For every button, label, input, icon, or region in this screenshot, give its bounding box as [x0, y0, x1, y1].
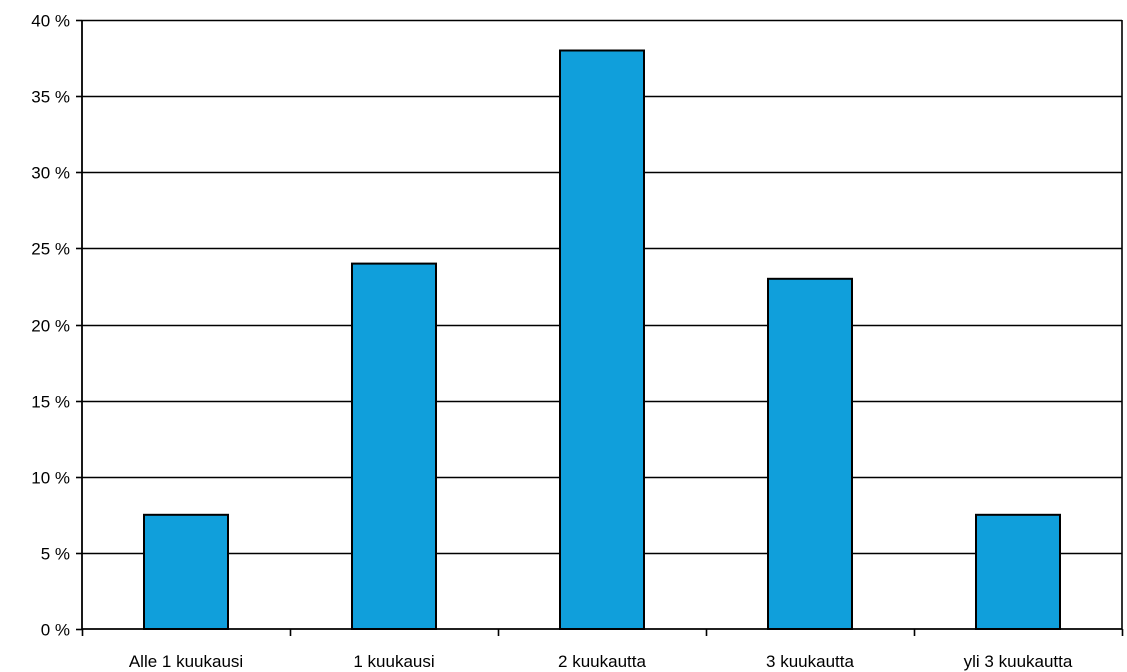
y-tick-label: 30 %	[31, 164, 70, 183]
y-tick-label: 10 %	[31, 469, 70, 488]
x-tick-label: Alle 1 kuukausi	[129, 652, 243, 671]
y-tick-labels: 0 % 5 % 10 % 15 % 20 % 25 % 30 % 35 % 40 %	[31, 12, 70, 640]
x-tick-label: yli 3 kuukautta	[964, 652, 1073, 671]
bar	[351, 262, 437, 630]
bar	[559, 49, 645, 630]
y-tick-label: 40 %	[31, 12, 70, 31]
x-tick-label: 3 kuukautta	[766, 652, 854, 671]
y-tick-label: 35 %	[31, 88, 70, 107]
bar	[975, 513, 1061, 630]
y-tick-label: 15 %	[31, 393, 70, 412]
y-tick-label: 0 %	[41, 621, 70, 640]
bar	[767, 277, 853, 630]
x-tick-label: 2 kuukautta	[558, 652, 646, 671]
y-tick-label: 25 %	[31, 240, 70, 259]
x-tick-label: 1 kuukausi	[353, 652, 434, 671]
bar	[143, 513, 229, 630]
x-tick-labels: Alle 1 kuukausi 1 kuukausi 2 kuukautta 3 ku…	[129, 652, 1073, 671]
bars	[143, 49, 1061, 630]
y-tick-label: 20 %	[31, 317, 70, 336]
axes	[76, 19, 1124, 636]
y-tick-label: 5 %	[41, 545, 70, 564]
